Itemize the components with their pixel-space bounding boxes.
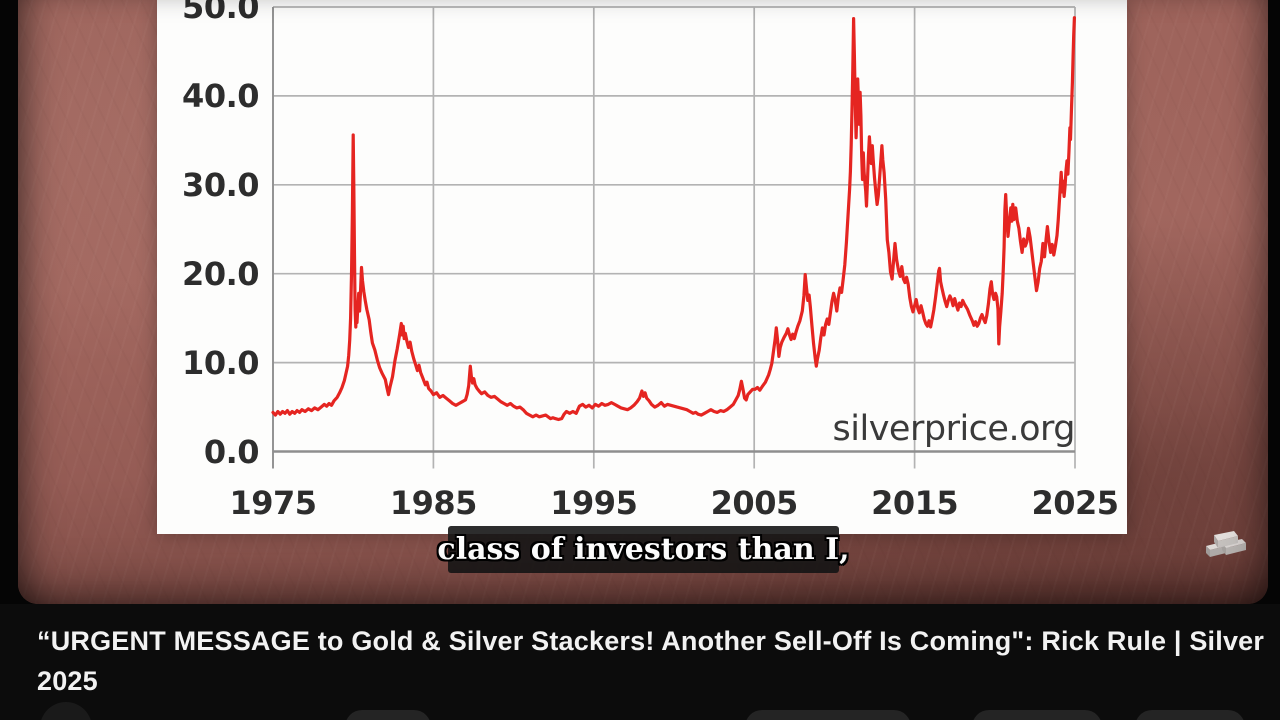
y-axis-label: 50.0 [182,0,259,26]
x-axis-label: 2005 [710,484,799,522]
y-axis-label: 20.0 [182,254,259,293]
action-chip-2[interactable] [745,710,911,720]
action-chip-1[interactable] [345,710,431,720]
y-axis-label: 40.0 [182,76,259,115]
price-line [271,16,1077,422]
silver-bars-icon [1206,531,1246,557]
action-chip-4[interactable] [1135,710,1245,720]
channel-avatar[interactable] [40,702,92,720]
action-chip-3[interactable] [972,710,1102,720]
x-axis-label: 1995 [550,484,638,522]
caption-text: class of investors than I, [437,532,850,567]
y-axis-label: 0.0 [203,432,260,471]
x-axis-label: 2025 [1031,484,1119,522]
video-title: “URGENT MESSAGE to Gold & Silver Stacker… [37,626,1265,696]
chart-watermark: silverprice.org [832,409,1076,449]
x-axis-label: 1975 [229,484,317,522]
subtitle-caption: class of investors than I, [437,526,850,573]
price-chart-svg [271,6,1077,469]
x-axis-label: 1985 [389,484,478,522]
y-axis-label: 10.0 [182,343,259,382]
video-info-panel: “URGENT MESSAGE to Gold & Silver Stacker… [0,604,1280,720]
x-axis-label: 2015 [871,484,959,522]
video-frame[interactable]: silverprice.org 0.0 10.0 20.0 30.0 40.0 50.0 1… [18,0,1268,604]
y-axis-label: 30.0 [182,165,259,204]
silver-price-chart: silverprice.org 0.0 10.0 20.0 30.0 40.0 50.0 1… [157,0,1127,534]
